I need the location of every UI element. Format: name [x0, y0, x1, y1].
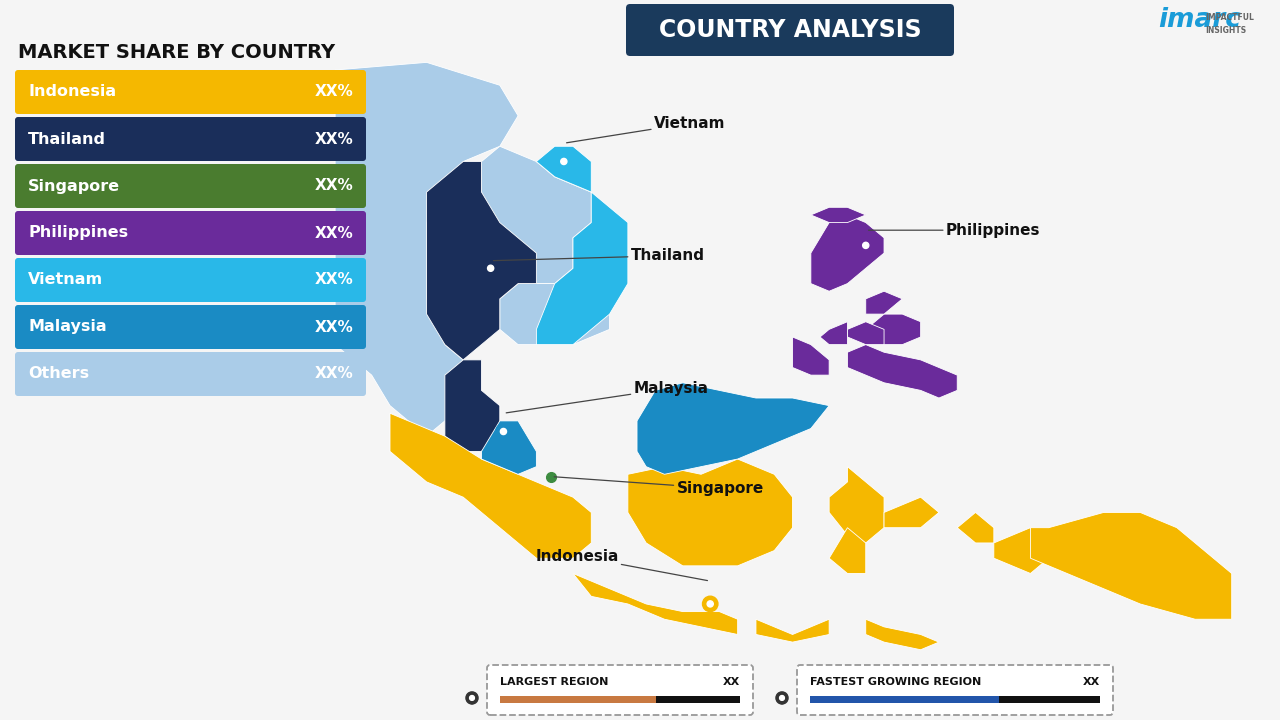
- Text: INSIGHTS: INSIGHTS: [1204, 26, 1247, 35]
- Circle shape: [780, 696, 785, 701]
- Polygon shape: [957, 513, 993, 543]
- Text: Thailand: Thailand: [28, 132, 106, 146]
- Text: Singapore: Singapore: [554, 477, 764, 496]
- FancyBboxPatch shape: [797, 665, 1114, 715]
- Circle shape: [556, 154, 572, 169]
- Polygon shape: [484, 269, 497, 276]
- Text: XX%: XX%: [315, 84, 353, 99]
- Polygon shape: [993, 528, 1048, 573]
- Polygon shape: [847, 322, 884, 345]
- Circle shape: [500, 428, 507, 435]
- Polygon shape: [865, 291, 902, 314]
- Polygon shape: [558, 161, 570, 169]
- Polygon shape: [810, 207, 865, 222]
- Text: Vietnam: Vietnam: [28, 272, 104, 287]
- Polygon shape: [704, 604, 717, 611]
- Text: XX%: XX%: [315, 132, 353, 146]
- Bar: [810, 696, 998, 703]
- FancyBboxPatch shape: [15, 258, 366, 302]
- Circle shape: [858, 238, 873, 253]
- Bar: [657, 696, 740, 703]
- Circle shape: [488, 265, 494, 271]
- Text: XX%: XX%: [315, 366, 353, 382]
- FancyBboxPatch shape: [486, 665, 753, 715]
- Bar: [500, 696, 657, 703]
- Text: Indonesia: Indonesia: [535, 549, 708, 580]
- Polygon shape: [637, 383, 829, 474]
- Text: FASTEST GROWING REGION: FASTEST GROWING REGION: [810, 677, 982, 687]
- Polygon shape: [829, 467, 884, 543]
- Polygon shape: [536, 146, 591, 192]
- Polygon shape: [467, 698, 477, 704]
- Text: XX: XX: [723, 677, 740, 687]
- Polygon shape: [426, 161, 536, 360]
- Polygon shape: [481, 421, 536, 474]
- Text: IMPACTFUL: IMPACTFUL: [1204, 13, 1254, 22]
- Text: Others: Others: [28, 366, 90, 382]
- Polygon shape: [792, 337, 829, 375]
- Text: XX%: XX%: [315, 225, 353, 240]
- Text: MARKET SHARE BY COUNTRY: MARKET SHARE BY COUNTRY: [18, 42, 335, 61]
- Text: Thailand: Thailand: [493, 248, 704, 264]
- Polygon shape: [628, 459, 792, 566]
- Polygon shape: [847, 345, 957, 398]
- Text: Malaysia: Malaysia: [506, 381, 708, 413]
- FancyBboxPatch shape: [15, 211, 366, 255]
- Text: COUNTRY ANALYSIS: COUNTRY ANALYSIS: [659, 18, 922, 42]
- Text: Singapore: Singapore: [28, 179, 120, 194]
- FancyBboxPatch shape: [15, 117, 366, 161]
- FancyBboxPatch shape: [15, 70, 366, 114]
- Polygon shape: [499, 284, 609, 345]
- Text: Philippines: Philippines: [869, 222, 1041, 238]
- Polygon shape: [829, 528, 865, 573]
- Polygon shape: [756, 619, 829, 642]
- Text: XX%: XX%: [315, 179, 353, 194]
- Polygon shape: [445, 360, 499, 451]
- Text: XX%: XX%: [315, 320, 353, 335]
- Polygon shape: [390, 413, 591, 558]
- Circle shape: [495, 424, 511, 439]
- FancyBboxPatch shape: [15, 305, 366, 349]
- Circle shape: [483, 261, 498, 276]
- Circle shape: [863, 243, 869, 248]
- Circle shape: [776, 692, 788, 704]
- Polygon shape: [536, 161, 628, 345]
- FancyBboxPatch shape: [15, 352, 366, 396]
- Polygon shape: [865, 619, 940, 649]
- Text: Malaysia: Malaysia: [28, 320, 106, 335]
- Text: Philippines: Philippines: [28, 225, 128, 240]
- Circle shape: [703, 596, 718, 611]
- Polygon shape: [865, 314, 920, 345]
- Polygon shape: [481, 146, 591, 284]
- Polygon shape: [573, 573, 737, 634]
- Polygon shape: [335, 63, 518, 436]
- Text: XX: XX: [1083, 677, 1100, 687]
- Text: XX%: XX%: [315, 272, 353, 287]
- FancyBboxPatch shape: [15, 164, 366, 208]
- Polygon shape: [1030, 513, 1231, 619]
- Circle shape: [561, 158, 567, 165]
- Text: Indonesia: Indonesia: [28, 84, 116, 99]
- Polygon shape: [777, 698, 787, 704]
- FancyBboxPatch shape: [626, 4, 954, 56]
- Polygon shape: [884, 498, 940, 528]
- Text: imarc: imarc: [1158, 7, 1240, 33]
- Circle shape: [707, 600, 713, 607]
- Text: Vietnam: Vietnam: [567, 116, 726, 143]
- Polygon shape: [810, 215, 884, 291]
- Text: LARGEST REGION: LARGEST REGION: [500, 677, 608, 687]
- Polygon shape: [820, 322, 847, 345]
- Polygon shape: [497, 431, 509, 439]
- Polygon shape: [859, 246, 872, 253]
- Bar: [998, 696, 1100, 703]
- Circle shape: [466, 692, 477, 704]
- Circle shape: [470, 696, 475, 701]
